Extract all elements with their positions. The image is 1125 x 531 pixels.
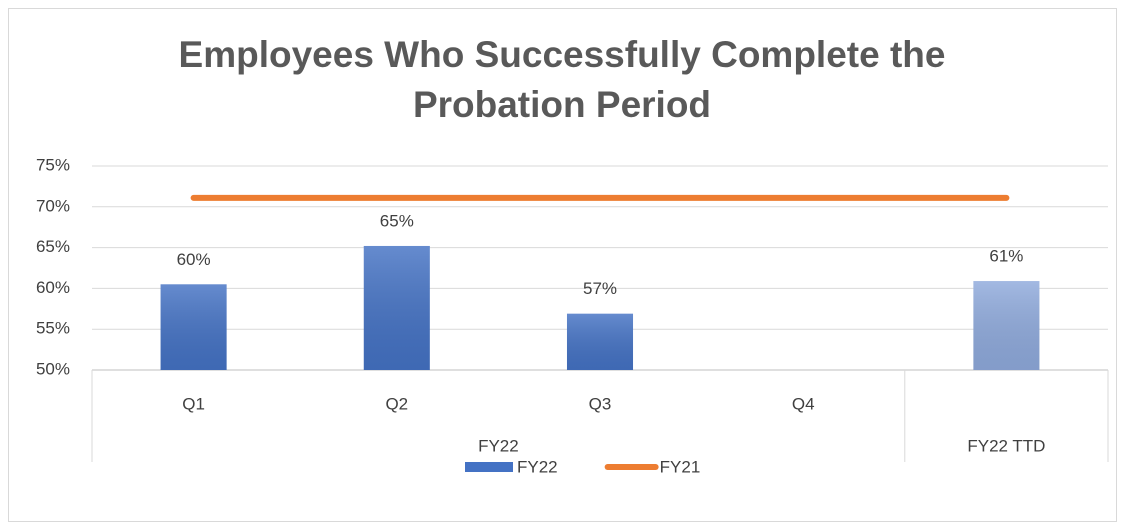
x-group-label: FY22 [478,436,519,455]
y-tick-label: 70% [36,196,70,215]
chart-border [8,8,1117,522]
y-tick-label: 60% [36,278,70,297]
x-tick-label: Q1 [182,394,205,413]
bar-shade [363,245,430,370]
bar-shade [160,284,227,370]
bar-shade [973,281,1040,370]
y-tick-label: 50% [36,359,70,378]
x-tick-label: Q3 [589,394,612,413]
x-group-label: FY22 TTD [967,436,1045,455]
x-tick-label: Q4 [792,394,815,413]
legend-label: FY22 [517,457,558,476]
y-tick-label: 65% [36,237,70,256]
x-tick-label: Q2 [385,394,408,413]
data-label: 65% [380,211,414,230]
bar-shade [566,313,634,370]
data-label: 61% [989,247,1023,266]
data-label: 60% [177,250,211,269]
legend-swatch [465,462,513,472]
legend-label: FY21 [660,457,701,476]
data-label: 57% [583,279,617,298]
y-tick-label: 75% [36,155,70,174]
y-tick-label: 55% [36,319,70,338]
chart-title: Employees Who Successfully Complete the … [178,34,946,125]
